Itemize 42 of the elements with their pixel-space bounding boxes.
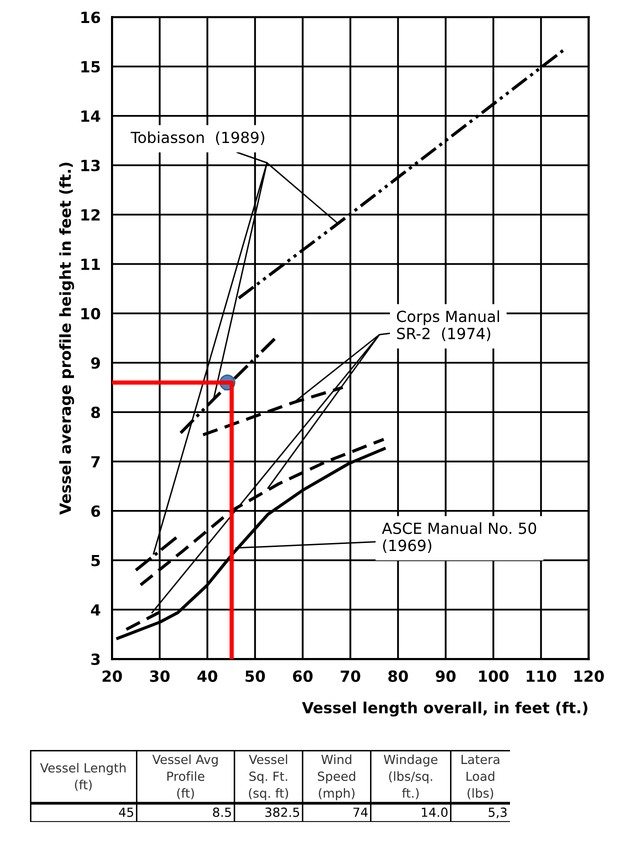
y-tick-label: 10 — [81, 308, 100, 320]
text: 14.0 — [422, 808, 448, 817]
text: Latera Load (lbs) — [462, 754, 500, 800]
text: 74 — [353, 808, 368, 817]
annotation: Tobiasson (1989) — [130, 131, 264, 145]
text: Wind Speed (mph) — [318, 754, 356, 800]
x-tick-label: 90 — [436, 670, 456, 682]
text: Windage (lbs/sq. ft.) — [384, 754, 438, 800]
y-tick-label: 8 — [91, 406, 100, 418]
text: 5,3 — [488, 808, 507, 818]
y-tick-label: 14 — [81, 110, 100, 122]
text: Vessel Length (ft) — [40, 762, 126, 791]
x-tick-label: 110 — [526, 670, 556, 682]
y-tick-label: 16 — [81, 12, 100, 24]
x-tick-label: 70 — [340, 670, 360, 682]
text: Vessel Avg Profile (ft) — [152, 754, 218, 800]
x-tick-label: 50 — [246, 670, 265, 682]
x-tick-label: 60 — [293, 670, 313, 682]
y-tick-label: 3 — [91, 654, 100, 666]
y-tick-label: 6 — [91, 505, 100, 517]
y-tick-label: 5 — [91, 554, 100, 566]
x-tick-label: 40 — [197, 670, 218, 682]
x-tick-label: 120 — [574, 670, 604, 682]
text: 8.5 — [213, 808, 231, 817]
y-tick-label: 11 — [81, 258, 100, 270]
text: 45 — [118, 808, 134, 817]
x-tick-label: 80 — [388, 670, 408, 682]
y-tick-label: 9 — [91, 357, 100, 369]
y-tick-label: 7 — [91, 456, 100, 468]
y-axis-title: Vessel average profile height in feet (ft.) — [59, 162, 74, 515]
annotation: ASCE Manual No. 50 (1969) — [382, 522, 536, 553]
annotation: Corps Manual SR-2 (1974) — [396, 310, 499, 342]
y-tick-label: 12 — [81, 209, 100, 220]
text: 382.5 — [265, 808, 300, 817]
x-tick-label: 100 — [479, 670, 509, 682]
y-tick-label: 15 — [81, 61, 100, 73]
x-tick-label: 20 — [102, 670, 122, 682]
y-tick-label: 13 — [81, 160, 100, 172]
y-tick-label: 4 — [90, 604, 100, 616]
x-axis-title: Vessel length overall, in feet (ft.) — [302, 702, 588, 716]
text: Vessel Sq. Ft. (sq. ft) — [248, 754, 288, 800]
x-tick-label: 30 — [150, 670, 170, 682]
